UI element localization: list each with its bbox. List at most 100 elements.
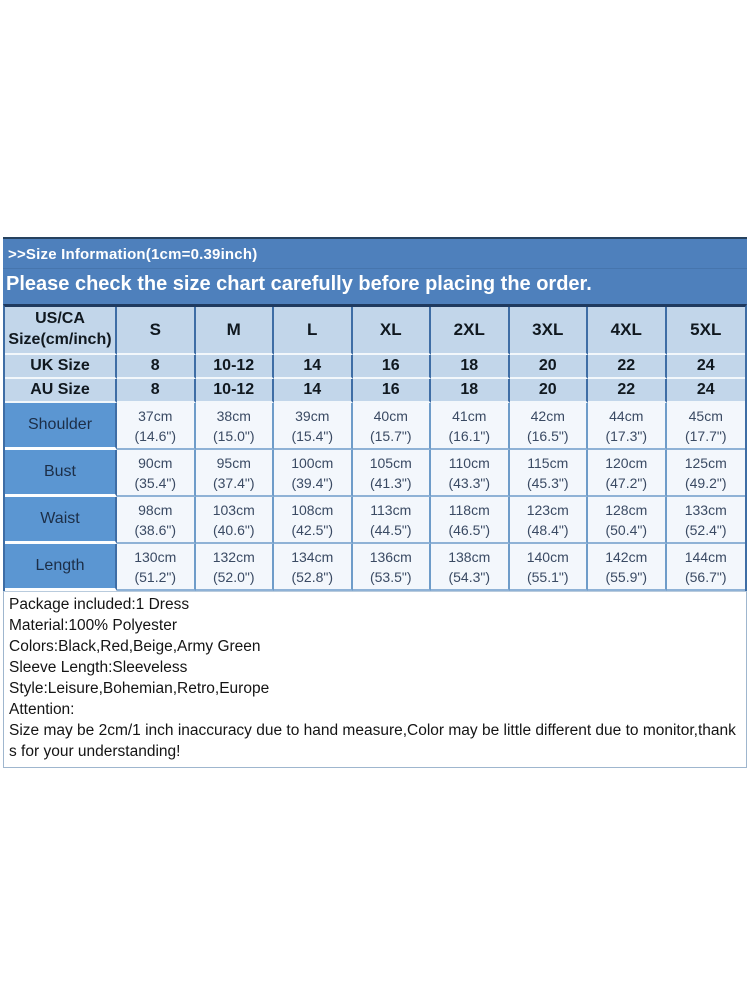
measurement-cm: 90cm xyxy=(138,454,173,471)
measurement-cm: 39cm xyxy=(295,407,330,424)
measurement-cell: 42cm (16.5") xyxy=(509,403,588,450)
detail-line-disclaimer: Size may be 2cm/1 inch inaccuracy due to… xyxy=(9,722,736,760)
measurement-inch: (40.6") xyxy=(212,521,255,538)
measurement-cell: 115cm (45.3") xyxy=(509,450,588,497)
au-size-cell: 18 xyxy=(431,379,510,403)
size-col-header-4xl: 4XL xyxy=(588,307,667,355)
measurement-cell: 140cm (55.1") xyxy=(509,544,588,591)
measurement-inch: (45.3") xyxy=(526,474,569,491)
measurement-inch: (15.0") xyxy=(212,427,255,444)
measurement-cell: 100cm (39.4") xyxy=(274,450,353,497)
measurement-cell: 144cm (56.7") xyxy=(666,544,745,591)
uk-size-cell: 20 xyxy=(509,355,588,379)
measurement-cm: 130cm xyxy=(134,548,177,565)
size-unit-header-cell: US/CA Size(cm/inch) xyxy=(5,307,117,355)
measurement-cm: 142cm xyxy=(605,548,648,565)
measurement-cell: 118cm (46.5") xyxy=(431,497,510,544)
measurement-cell: 128cm (50.4") xyxy=(588,497,667,544)
uk-size-cell: 10-12 xyxy=(195,355,274,379)
size-col-header-s: S xyxy=(117,307,196,355)
table-row-au-size: AU Size 8 10-12 14 16 18 20 22 24 xyxy=(5,379,745,403)
measurement-cm: 140cm xyxy=(526,548,569,565)
measurement-cell: 130cm (51.2") xyxy=(117,544,196,591)
banner-title: >>Size Information(1cm=0.39inch) xyxy=(3,239,747,269)
measurement-cm: 134cm xyxy=(291,548,334,565)
measurement-cm: 133cm xyxy=(684,501,727,518)
measurement-cm: 38cm xyxy=(216,407,251,424)
measurement-cm: 37cm xyxy=(138,407,173,424)
measurement-inch: (35.4") xyxy=(134,474,177,491)
measurement-cell: 105cm (41.3") xyxy=(352,450,431,497)
measurement-inch: (15.4") xyxy=(291,427,334,444)
table-row-sizes: US/CA Size(cm/inch) S M L XL 2XL 3XL 4XL… xyxy=(5,307,745,355)
measurement-cell: 38cm (15.0") xyxy=(195,403,274,450)
measurement-cell: 113cm (44.5") xyxy=(352,497,431,544)
measurement-inch: (16.5") xyxy=(526,427,569,444)
measurement-cm: 132cm xyxy=(212,548,255,565)
measurement-inch: (52.0") xyxy=(212,568,255,585)
measurement-inch: (54.3") xyxy=(448,568,491,585)
detail-line-colors: Colors:Black,Red,Beige,Army Green xyxy=(9,638,261,655)
measurement-cm: 105cm xyxy=(369,454,412,471)
measurement-inch: (53.5") xyxy=(369,568,412,585)
au-size-cell: 22 xyxy=(588,379,667,403)
measurement-inch: (51.2") xyxy=(134,568,177,585)
measurement-cell: 98cm (38.6") xyxy=(117,497,196,544)
row-label-length: Length xyxy=(5,544,117,591)
uk-size-cell: 22 xyxy=(588,355,667,379)
measurement-cell: 142cm (55.9") xyxy=(588,544,667,591)
measurement-inch: (56.7") xyxy=(684,568,727,585)
measurement-cm: 108cm xyxy=(291,501,334,518)
measurement-cm: 120cm xyxy=(605,454,648,471)
detail-line-style: Style:Leisure,Bohemian,Retro,Europe xyxy=(9,680,270,697)
size-col-header-m: M xyxy=(195,307,274,355)
measurement-cell: 95cm (37.4") xyxy=(195,450,274,497)
measurement-cm: 125cm xyxy=(684,454,727,471)
au-size-cell: 14 xyxy=(274,379,353,403)
measurement-inch: (52.8") xyxy=(291,568,334,585)
size-unit-line2: Size(cm/inch) xyxy=(8,331,112,348)
row-label-bust: Bust xyxy=(5,450,117,497)
size-col-header-2xl: 2XL xyxy=(431,307,510,355)
measurement-inch: (49.2") xyxy=(684,474,727,491)
measurement-cm: 41cm xyxy=(452,407,487,424)
size-col-header-xl: XL xyxy=(352,307,431,355)
measurement-cm: 136cm xyxy=(369,548,412,565)
uk-size-cell: 24 xyxy=(666,355,745,379)
measurement-cm: 115cm xyxy=(527,454,569,471)
detail-line-sleeve: Sleeve Length:Sleeveless xyxy=(9,659,188,676)
measurement-inch: (16.1") xyxy=(448,427,491,444)
uk-size-cell: 18 xyxy=(431,355,510,379)
measurement-cm: 118cm xyxy=(448,501,490,518)
measurement-inch: (48.4") xyxy=(526,521,569,538)
measurement-cell: 90cm (35.4") xyxy=(117,450,196,497)
table-row-bust: Bust 90cm (35.4") 95cm (37.4") 100cm (39… xyxy=(5,450,745,497)
measurement-inch: (41.3") xyxy=(369,474,412,491)
measurement-inch: (42.5") xyxy=(291,521,334,538)
measurement-inch: (39.4") xyxy=(291,474,334,491)
row-label-waist: Waist xyxy=(5,497,117,544)
table-row-waist: Waist 98cm (38.6") 103cm (40.6") 108cm (… xyxy=(5,497,745,544)
product-details: Package included:1 Dress Material:100% P… xyxy=(3,591,747,768)
au-size-cell: 24 xyxy=(666,379,745,403)
measurement-cm: 100cm xyxy=(291,454,334,471)
measurement-cell: 41cm (16.1") xyxy=(431,403,510,450)
measurement-inch: (17.7") xyxy=(684,427,727,444)
table-row-uk-size: UK Size 8 10-12 14 16 18 20 22 24 xyxy=(5,355,745,379)
uk-size-cell: 8 xyxy=(117,355,196,379)
measurement-inch: (43.3") xyxy=(448,474,491,491)
measurement-cm: 103cm xyxy=(212,501,255,518)
measurement-inch: (46.5") xyxy=(448,521,491,538)
measurement-cm: 144cm xyxy=(684,548,727,565)
size-col-header-5xl: 5XL xyxy=(666,307,745,355)
detail-line-attention: Attention: xyxy=(9,701,75,718)
measurement-cell: 120cm (47.2") xyxy=(588,450,667,497)
measurement-inch: (55.1") xyxy=(526,568,569,585)
row-label-uk-size: UK Size xyxy=(5,355,117,379)
measurement-cm: 40cm xyxy=(373,407,408,424)
measurement-inch: (14.6") xyxy=(134,427,177,444)
table-row-length: Length 130cm (51.2") 132cm (52.0") 134cm… xyxy=(5,544,745,591)
row-label-shoulder: Shoulder xyxy=(5,403,117,450)
measurement-cm: 123cm xyxy=(526,501,569,518)
measurement-cell: 133cm (52.4") xyxy=(666,497,745,544)
